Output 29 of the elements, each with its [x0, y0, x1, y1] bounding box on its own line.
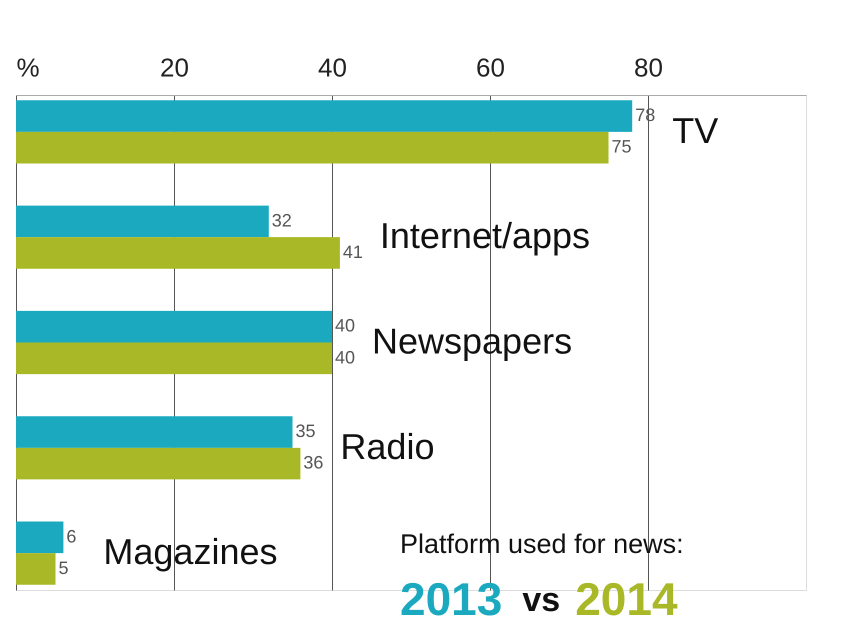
- annotation: vs: [522, 581, 560, 619]
- bar: [16, 237, 340, 269]
- data-label: 5: [58, 558, 69, 578]
- x-tick-label: %: [16, 52, 40, 82]
- bar: [16, 100, 632, 132]
- y-tick-label: Radio: [340, 426, 434, 467]
- x-tick-label: 20: [160, 52, 189, 82]
- x-tick-label: 40: [318, 52, 347, 82]
- data-label: 35: [296, 421, 316, 442]
- text: 2014: [575, 573, 678, 625]
- bar: [16, 553, 56, 585]
- data-label: 75: [612, 136, 632, 157]
- y-tick-label: TV: [672, 110, 718, 151]
- bar: [16, 310, 332, 342]
- data-label: 40: [335, 347, 356, 368]
- data-label: 40: [335, 316, 356, 336]
- bar: [16, 448, 300, 480]
- bar: [16, 206, 269, 238]
- bar: [16, 522, 64, 554]
- bar: [16, 342, 332, 374]
- data-label: 6: [66, 526, 76, 546]
- data-label: 41: [342, 242, 363, 262]
- bar: [16, 416, 292, 448]
- text: 2013: [400, 573, 502, 625]
- data-label: 36: [303, 452, 324, 473]
- bar: [16, 132, 608, 164]
- x-tick-label: 80: [634, 52, 663, 82]
- data-label: 32: [272, 210, 292, 230]
- x-tick-label: 60: [476, 52, 505, 82]
